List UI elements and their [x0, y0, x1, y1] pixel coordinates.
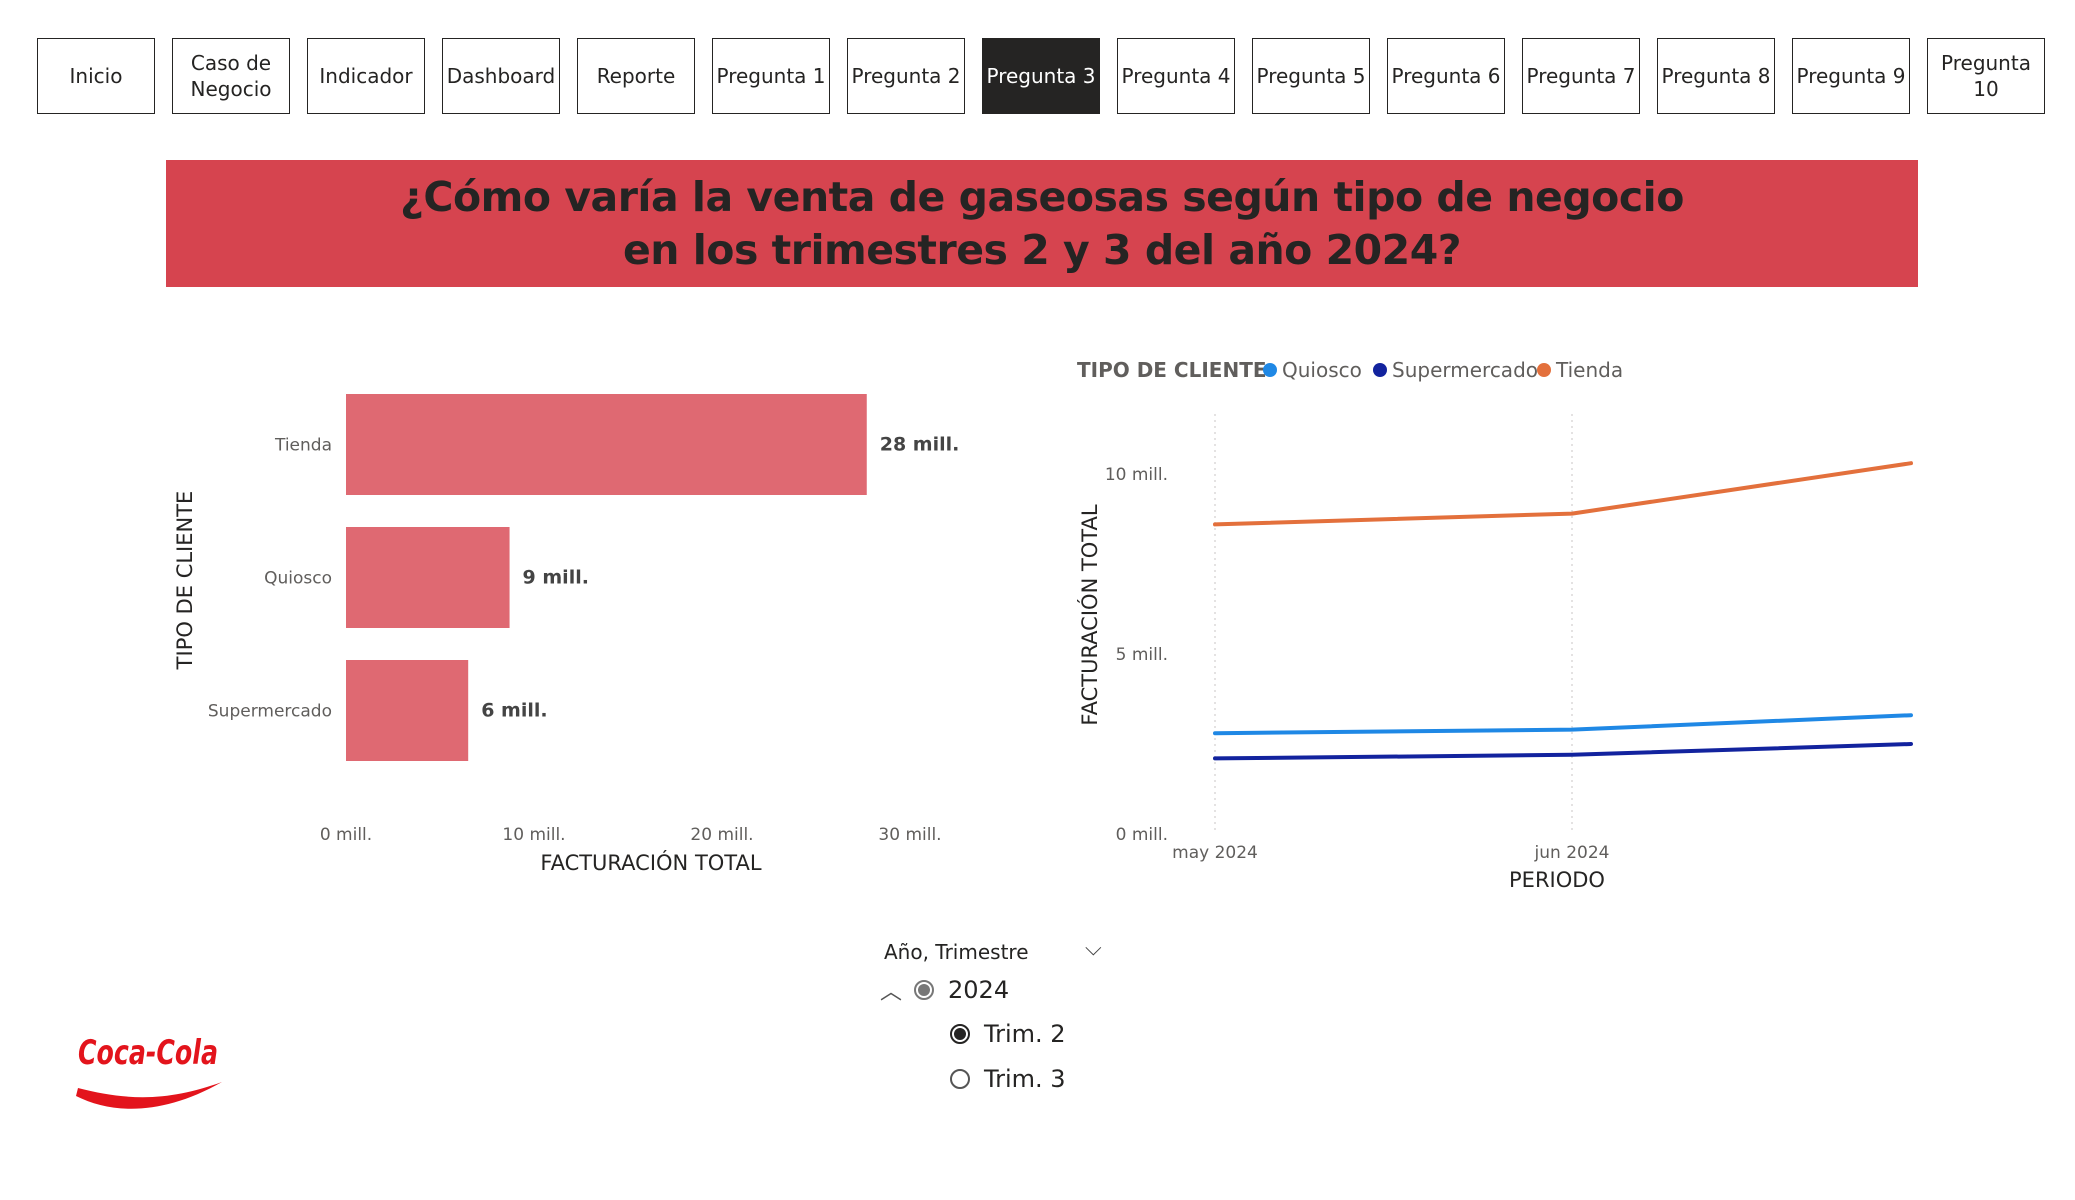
title-banner: ¿Cómo varía la venta de gaseosas según t… [166, 160, 1918, 287]
legend-marker-supermercado [1373, 363, 1387, 377]
legend-marker-tienda [1537, 363, 1551, 377]
page-title-line-2: en los trimestres 2 y 3 del año 2024? [622, 225, 1462, 274]
slicer-year-radio[interactable] [914, 980, 935, 1000]
nav-button-reporte[interactable]: Reporte [577, 38, 695, 114]
line-series-tienda[interactable] [1213, 461, 1913, 527]
bar-data-label: 28 mill. [880, 434, 960, 456]
legend-marker-quiosco [1263, 363, 1277, 377]
nav-button-pregunta-4[interactable]: Pregunta 4 [1117, 38, 1235, 114]
coca-cola-logo: Coca-Cola [76, 1033, 222, 1109]
radio-selected-dot [954, 1028, 966, 1040]
nav-button-pregunta-5[interactable]: Pregunta 5 [1252, 38, 1370, 114]
bar-chart-xtick: 20 mill. [690, 825, 753, 845]
bar-data-label: 9 mill. [523, 567, 589, 589]
bar-chart-xtick: 0 mill. [320, 825, 372, 845]
legend-item-supermercado[interactable]: Supermercado [1392, 358, 1538, 382]
slicer-option-radio[interactable] [950, 1069, 970, 1089]
bar-chart: 0 mill. 10 mill. 20 mill. 30 mill. Tienda 28… [173, 394, 960, 875]
nav-button-pregunta-2[interactable]: Pregunta 2 [847, 38, 965, 114]
bar-category-label: Tienda [274, 436, 332, 456]
bar-chart-xtick: 30 mill. [878, 825, 941, 845]
page-title-line-1: ¿Cómo varía la venta de gaseosas según t… [400, 172, 1684, 221]
legend-item-quiosco[interactable]: Quiosco [1282, 358, 1362, 382]
bar-data-label: 6 mill. [481, 700, 547, 722]
line-series-supermercado[interactable] [1213, 742, 1913, 761]
slicer-option-trim-2[interactable]: Trim. 2 [950, 1020, 1066, 1048]
slicer-option-radio[interactable] [950, 1024, 970, 1044]
line-chart-xtick: may 2024 [1172, 843, 1258, 863]
line-chart-ytick: 5 mill. [1116, 645, 1168, 665]
nav-button-pregunta-6[interactable]: Pregunta 6 [1387, 38, 1505, 114]
page-title: ¿Cómo varía la venta de gaseosas según t… [400, 171, 1684, 277]
nav-button-pregunta-9[interactable]: Pregunta 9 [1792, 38, 1910, 114]
nav-button-inicio[interactable]: Inicio [37, 38, 155, 114]
nav-button-pregunta-7[interactable]: Pregunta 7 [1522, 38, 1640, 114]
logo-swoosh [76, 1082, 222, 1109]
year-quarter-slicer: Año, Trimestre ⌵ ︿ 2024 Trim. 2 Trim. 3 [880, 930, 1120, 1110]
page-navigation: Inicio Caso de Negocio Indicador Dashboard R… [0, 0, 2075, 125]
line-chart-ylabel: FACTURACIÓN TOTAL [1077, 504, 1102, 725]
nav-button-caso-de-negocio[interactable]: Caso de Negocio [172, 38, 290, 114]
bar-tienda[interactable] [346, 394, 867, 495]
nav-button-pregunta-3[interactable]: Pregunta 3 [982, 38, 1100, 114]
bar-chart-ylabel: TIPO DE CLIENTE [173, 491, 197, 671]
line-chart-ytick: 0 mill. [1116, 825, 1168, 845]
logo-text: Coca-Cola [78, 1033, 218, 1073]
slicer-year-row[interactable]: ︿ 2024 [880, 974, 1009, 1006]
bar-chart-xtick: 10 mill. [502, 825, 565, 845]
slicer-year-label: 2024 [948, 976, 1010, 1004]
legend-item-tienda[interactable]: Tienda [1555, 358, 1623, 382]
nav-button-pregunta-8[interactable]: Pregunta 8 [1657, 38, 1775, 114]
bar-category-label: Supermercado [208, 702, 332, 722]
bar-quiosco[interactable] [346, 527, 510, 628]
nav-button-indicador[interactable]: Indicador [307, 38, 425, 114]
line-chart-xlabel: PERIODO [1509, 868, 1605, 892]
slicer-collapse-chevron-icon[interactable]: ⌵ [1085, 936, 1102, 961]
bar-category-label: Quiosco [264, 569, 332, 589]
nav-button-pregunta-1[interactable]: Pregunta 1 [712, 38, 830, 114]
bar-supermercado[interactable] [346, 660, 469, 761]
nav-button-dashboard[interactable]: Dashboard [442, 38, 560, 114]
line-chart-xtick: jun 2024 [1534, 843, 1610, 863]
nav-button-pregunta-10[interactable]: Pregunta 10 [1927, 38, 2045, 114]
line-series-quiosco[interactable] [1213, 713, 1913, 736]
legend-title: TIPO DE CLIENTE [1077, 358, 1267, 382]
slicer-option-trim-3[interactable]: Trim. 3 [950, 1065, 1066, 1093]
line-chart-ytick: 10 mill. [1105, 465, 1168, 485]
slicer-option-label: Trim. 2 [984, 1020, 1066, 1048]
chevron-up-icon[interactable]: ︿ [880, 980, 903, 1005]
slicer-title: Año, Trimestre [884, 940, 1029, 964]
slicer-option-label: Trim. 3 [984, 1065, 1066, 1093]
bar-chart-xlabel: FACTURACIÓN TOTAL [540, 850, 761, 875]
line-chart: TIPO DE CLIENTE Quiosco Supermercado Tienda… [1077, 358, 1913, 892]
